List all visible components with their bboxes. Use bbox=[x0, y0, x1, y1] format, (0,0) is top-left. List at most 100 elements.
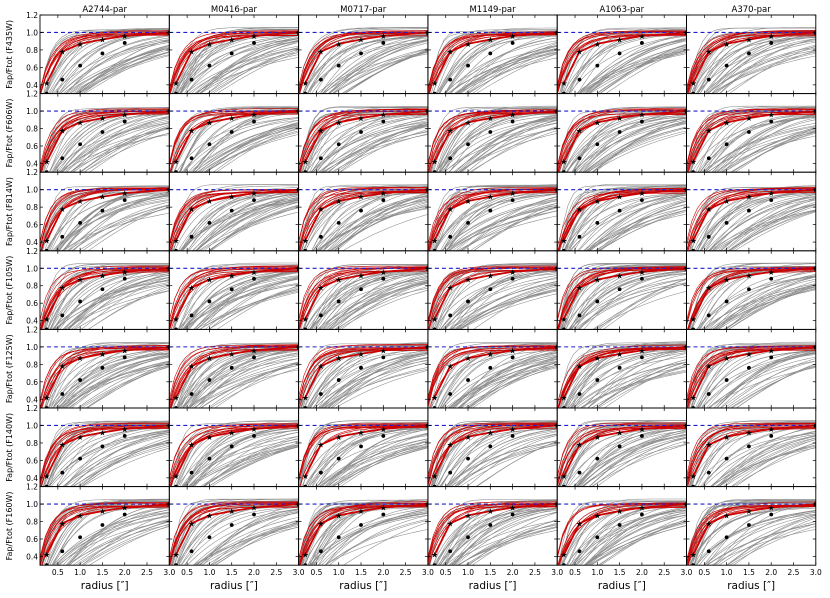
point-source-marker bbox=[229, 208, 234, 213]
x-tick-label: 2.0 bbox=[765, 568, 777, 577]
stars-median-line bbox=[175, 503, 299, 556]
point-source-marker bbox=[359, 523, 363, 527]
galaxy-curve bbox=[583, 514, 687, 566]
stars-median-line bbox=[563, 267, 687, 320]
galaxy-curve bbox=[589, 431, 687, 487]
star-curve bbox=[169, 192, 299, 245]
galaxy-curve bbox=[324, 427, 428, 487]
galaxy-curve bbox=[64, 361, 170, 408]
star-marker: ★ bbox=[638, 189, 645, 198]
galaxy-curve bbox=[561, 184, 687, 251]
star-curve bbox=[169, 266, 299, 329]
galaxy-curve bbox=[690, 422, 816, 487]
x-tick-label: 1.5 bbox=[226, 568, 238, 577]
galaxy-curve bbox=[456, 37, 558, 94]
panel-M0717-par-row3: ★★★★★★ bbox=[298, 171, 429, 252]
point-source-marker bbox=[189, 470, 194, 475]
star-curve bbox=[298, 108, 428, 172]
point-source-marker bbox=[44, 563, 49, 566]
point-source-marker bbox=[60, 470, 65, 475]
galaxy-curve bbox=[186, 512, 299, 566]
galaxy-curve bbox=[72, 518, 170, 566]
galaxy-curve bbox=[72, 444, 170, 487]
point-source-marker bbox=[44, 248, 49, 251]
galaxy-curve bbox=[467, 358, 558, 408]
galaxy-curve bbox=[439, 343, 558, 408]
galaxy-curve bbox=[80, 276, 170, 330]
galaxy-curve bbox=[51, 122, 170, 173]
galaxy-curve bbox=[196, 199, 299, 251]
galaxy-curve bbox=[298, 499, 428, 566]
galaxy-curve bbox=[458, 520, 558, 566]
star-curve bbox=[40, 347, 170, 408]
star-marker: ★ bbox=[464, 40, 471, 49]
star-marker: ★ bbox=[560, 472, 567, 481]
galaxy-curve bbox=[716, 444, 816, 487]
star-curve bbox=[169, 506, 299, 563]
y-tick-label: 0.6 bbox=[26, 299, 38, 308]
galaxy-curve bbox=[598, 201, 687, 251]
galaxy-curve bbox=[181, 507, 299, 566]
galaxy-curve bbox=[45, 29, 170, 94]
galaxy-curve bbox=[203, 194, 299, 251]
star-marker: ★ bbox=[560, 551, 567, 560]
star-curve bbox=[557, 422, 687, 477]
galaxy-curve bbox=[596, 440, 687, 487]
galaxy-curve bbox=[427, 32, 558, 94]
point-source-marker bbox=[691, 563, 696, 566]
point-source-marker bbox=[207, 220, 212, 225]
panel-M0416-par-row2: ★★★★★★ bbox=[168, 93, 300, 173]
point-source-marker bbox=[706, 313, 711, 318]
x-tick-label: 0.5 bbox=[440, 568, 452, 577]
star-curve bbox=[298, 423, 428, 480]
point-source-marker bbox=[252, 198, 256, 203]
galaxy-curve bbox=[335, 286, 428, 330]
star-marker: ★ bbox=[43, 315, 50, 324]
star-marker: ★ bbox=[188, 283, 195, 292]
x-tick-label: 2.5 bbox=[529, 568, 541, 577]
stars-median-line bbox=[45, 503, 170, 556]
point-source-marker bbox=[381, 512, 386, 517]
galaxy-curve bbox=[593, 290, 687, 330]
galaxy-curve bbox=[587, 359, 687, 408]
galaxy-curve bbox=[448, 358, 558, 408]
stars-median-line bbox=[45, 188, 170, 241]
galaxy-curve bbox=[429, 185, 558, 251]
star-curve bbox=[170, 192, 299, 251]
galaxy-curve bbox=[216, 51, 299, 94]
galaxy-curve bbox=[83, 132, 170, 173]
galaxy-curve bbox=[449, 424, 558, 487]
galaxy-curve bbox=[65, 35, 170, 94]
galaxy-curve bbox=[88, 525, 170, 566]
star-marker: ★ bbox=[594, 433, 601, 442]
galaxy-curve bbox=[320, 362, 428, 408]
point-source-marker bbox=[174, 563, 178, 566]
galaxy-curve bbox=[40, 420, 170, 487]
x-tick-label: 0.5 bbox=[569, 568, 581, 577]
point-source-marker bbox=[448, 313, 453, 318]
galaxy-curve bbox=[183, 422, 299, 487]
x-tick-label: 3.0 bbox=[810, 568, 822, 577]
star-curve bbox=[169, 34, 299, 92]
galaxy-curve bbox=[558, 187, 687, 251]
galaxy-curve bbox=[73, 273, 170, 330]
stars-median-line bbox=[563, 188, 687, 241]
star-curve bbox=[298, 422, 428, 479]
galaxy-curve bbox=[579, 38, 687, 94]
stars-median-line bbox=[45, 110, 170, 163]
point-source-marker bbox=[488, 287, 493, 292]
stars-median-line bbox=[433, 346, 558, 398]
point-source-marker bbox=[724, 299, 729, 304]
galaxy-curve bbox=[176, 27, 299, 94]
galaxy-curve bbox=[581, 45, 687, 94]
column-title: A1063-par bbox=[600, 5, 645, 15]
star-marker: ★ bbox=[464, 511, 471, 520]
star-marker: ★ bbox=[705, 519, 712, 528]
star-marker: ★ bbox=[638, 504, 645, 513]
galaxy-curve bbox=[576, 278, 687, 330]
galaxy-curve bbox=[306, 107, 428, 173]
galaxy-curve bbox=[727, 210, 816, 251]
galaxy-curve bbox=[577, 192, 687, 251]
galaxy-curve bbox=[717, 119, 816, 173]
galaxy-curve bbox=[321, 39, 428, 94]
